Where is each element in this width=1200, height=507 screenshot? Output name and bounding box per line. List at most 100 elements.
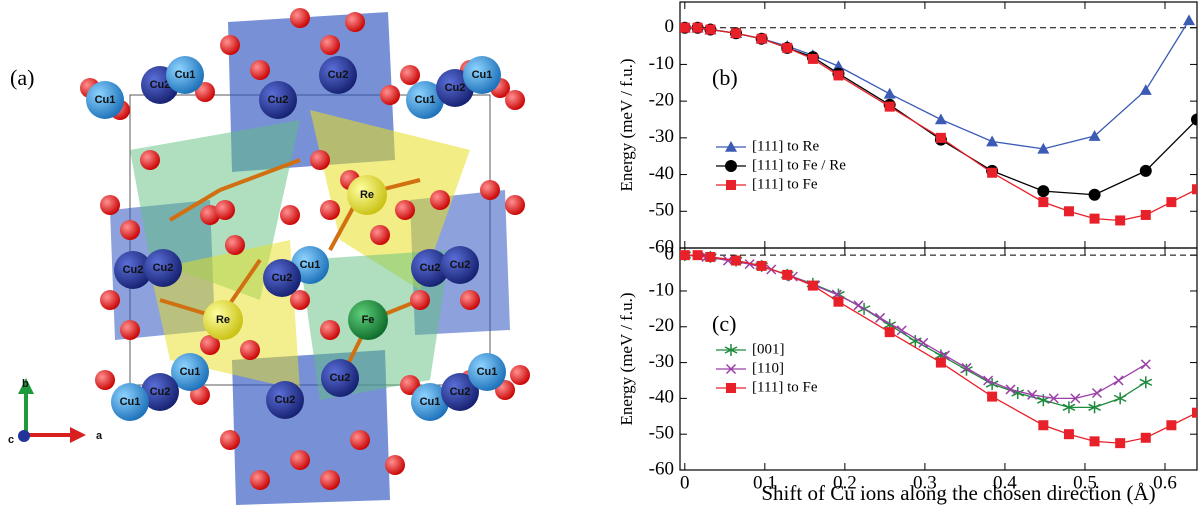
marker: [1038, 420, 1048, 430]
x-tick-label: 0: [680, 472, 690, 493]
marker: [731, 256, 741, 266]
atom-label: Cu2: [328, 69, 349, 81]
crystal-structure: Cu1 Cu2 Cu1 Cu2 Cu2 Cu1 Cu2 Cu1 Re Cu2 Cu2 Cu1 Cu2 Cu…: [8, 8, 530, 505]
oxygen-atom: [410, 290, 430, 310]
marker: [1115, 215, 1125, 225]
legend-label: [111] to Re: [752, 138, 820, 154]
marker: [1090, 214, 1100, 224]
panel-label: (c): [712, 311, 736, 336]
oxygen-atom: [310, 150, 330, 170]
axis-origin: [18, 430, 30, 442]
atom-label: Cu1: [420, 396, 441, 408]
plot-area: [679, 14, 1200, 225]
axis-label: a: [96, 430, 103, 442]
marker: [782, 43, 792, 53]
y-tick-label: -50: [649, 200, 674, 221]
marker: [1192, 184, 1200, 194]
atom-label: Cu1: [175, 69, 196, 81]
marker: [1141, 433, 1151, 443]
marker: [987, 168, 997, 178]
legend-label: [111] to Fe / Re: [752, 157, 846, 173]
marker: [986, 136, 998, 147]
oxygen-atom: [95, 370, 115, 390]
y-tick-label: -30: [649, 351, 674, 372]
atom-label: Re: [360, 189, 374, 201]
oxygen-atom: [250, 470, 270, 490]
atom-label: Cu1: [180, 366, 201, 378]
oxygen-atom: [225, 235, 245, 255]
oxygen-atom: [430, 190, 450, 210]
oxygen-atom: [505, 90, 525, 110]
marker: [1140, 376, 1152, 388]
marker: [854, 301, 863, 310]
axis-arrowhead: [70, 427, 86, 443]
oxygen-atom: [215, 200, 235, 220]
marker: [693, 23, 703, 33]
atom-label: Cu2: [272, 272, 293, 284]
series-line: [685, 255, 1146, 398]
marker: [1037, 185, 1049, 197]
marker: [726, 383, 736, 393]
oxygen-atom: [100, 290, 120, 310]
y-tick-label: -40: [649, 387, 674, 408]
marker: [1115, 438, 1125, 448]
atom-label: Cu2: [330, 372, 351, 384]
marker: [885, 102, 895, 112]
oxygen-atom: [100, 195, 120, 215]
marker: [1092, 389, 1101, 398]
y-tick-label: 0: [665, 16, 675, 37]
atom-label: Cu2: [268, 94, 289, 106]
marker: [876, 313, 885, 322]
marker: [782, 270, 792, 280]
atom-label: Cu2: [275, 394, 296, 406]
oxygen-atom: [290, 8, 310, 28]
marker: [1114, 392, 1126, 404]
legend-label: [110]: [752, 360, 784, 376]
atom-label: Cu1: [95, 94, 116, 106]
atom-label: Cu1: [415, 94, 436, 106]
marker: [885, 327, 895, 337]
marker: [1089, 189, 1101, 201]
oxygen-atom: [140, 150, 160, 170]
oxygen-atom: [345, 12, 365, 32]
marker: [833, 70, 843, 80]
y-tick-label: -60: [649, 458, 674, 479]
panel-label: (a): [10, 65, 34, 90]
marker: [1064, 206, 1074, 216]
oxygen-atom: [510, 365, 530, 385]
oxygen-atom: [385, 455, 405, 475]
atom-label: Cu1: [472, 69, 493, 81]
axis-label: c: [8, 434, 14, 446]
atom-label: Cu2: [420, 262, 441, 274]
oxygen-atom: [320, 35, 340, 55]
y-axis-label: Energy (meV / f.u.): [617, 293, 636, 426]
marker: [1090, 436, 1100, 446]
oxygen-atom: [400, 65, 420, 85]
legend-label: [111] to Fe: [752, 176, 818, 192]
atom-label: Cu2: [445, 82, 466, 94]
oxygen-atom: [505, 195, 525, 215]
oxygen-atom: [320, 470, 340, 490]
oxygen-atom: [460, 290, 480, 310]
atom-label: Cu2: [150, 386, 171, 398]
y-tick-label: -20: [649, 89, 674, 110]
marker: [1140, 165, 1152, 177]
atom-label: Cu1: [120, 396, 141, 408]
marker: [726, 180, 736, 190]
marker: [680, 23, 690, 33]
charts: 0-10-20-30-40-50-60Energy (meV / f.u.)(b…: [617, 2, 1200, 505]
marker: [1192, 408, 1200, 418]
y-axis-label: Energy (meV / f.u.): [617, 59, 636, 192]
marker: [757, 261, 767, 271]
oxygen-atom: [240, 340, 260, 360]
x-tick-label: 0.6: [1153, 472, 1177, 493]
oxygen-atom: [370, 225, 390, 245]
x-axis-label: Shift of Cu ions along the chosen direct…: [761, 481, 1155, 505]
marker: [936, 358, 946, 368]
oxygen-atom: [250, 60, 270, 80]
oxygen-atom: [320, 320, 340, 340]
y-tick-label: -10: [649, 53, 674, 74]
y-tick-label: 0: [665, 244, 675, 265]
marker: [1166, 420, 1176, 430]
